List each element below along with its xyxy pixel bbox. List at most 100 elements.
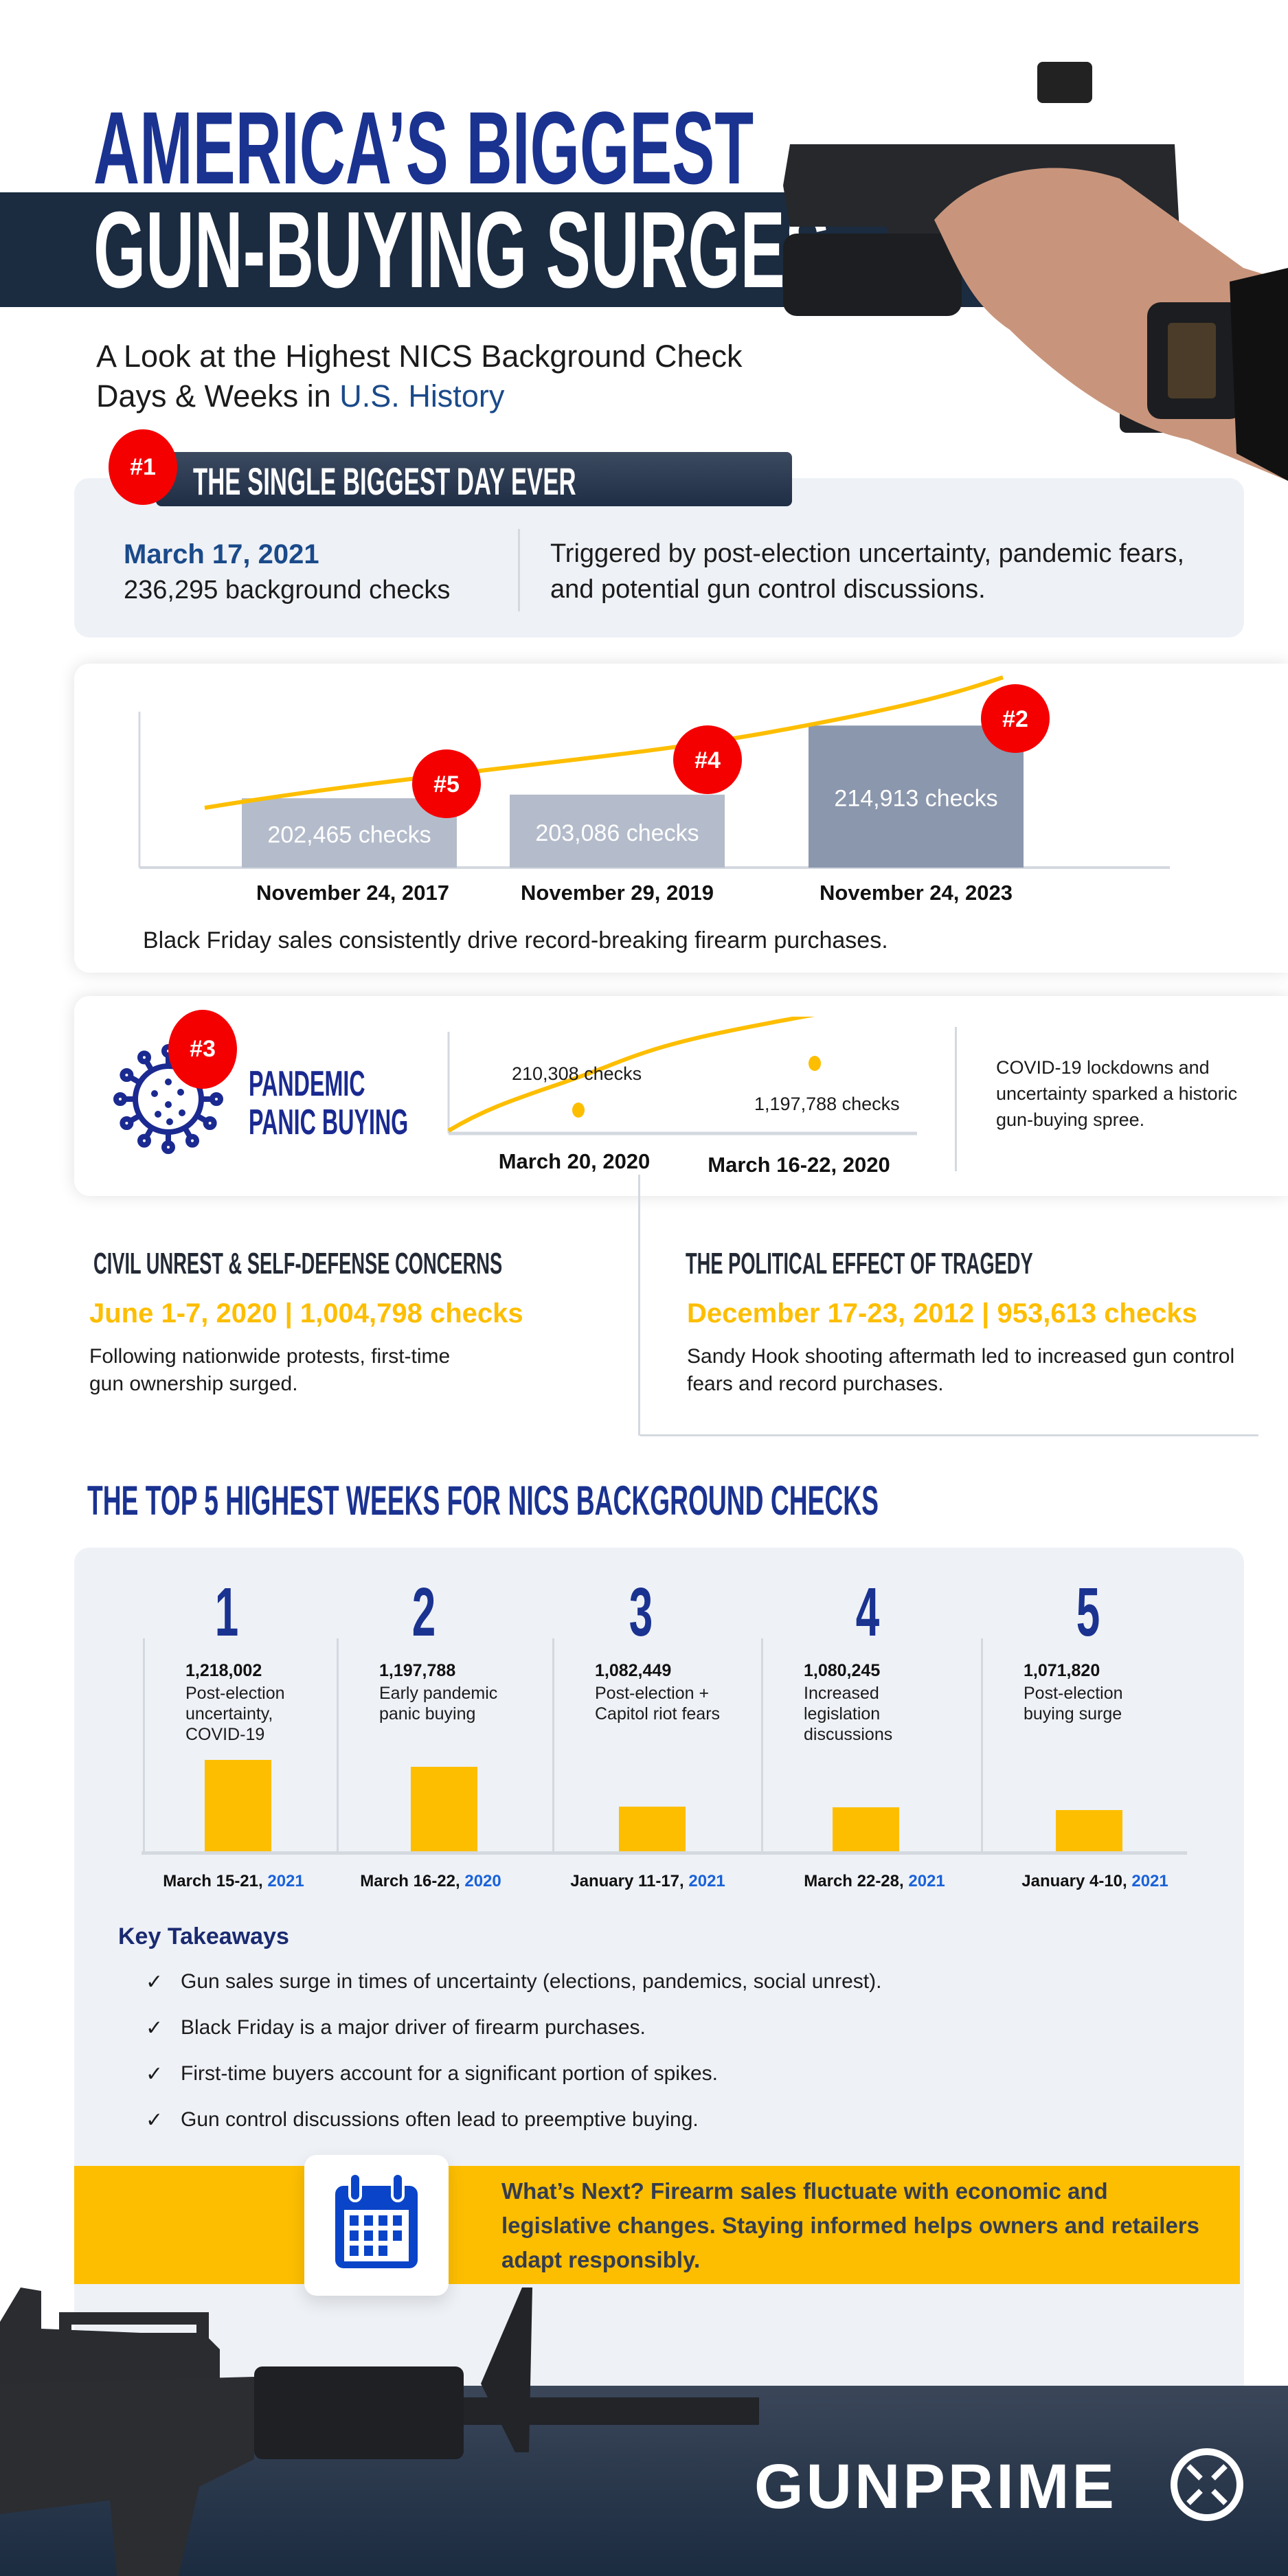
black-friday-bar: [242, 798, 457, 868]
point2-date: March 16-22, 2020: [708, 1153, 890, 1177]
check-icon: ✓: [146, 2017, 163, 2040]
calendar-icon: [335, 2172, 418, 2268]
pandemic-card: [74, 996, 1288, 1196]
week-year: 2021: [908, 1872, 945, 1890]
virus-icon: [113, 1044, 223, 1154]
week-description: Increased legislation discussions: [804, 1684, 893, 1744]
takeaway-item: Black Friday is a major driver of firear…: [181, 2016, 646, 2039]
black-friday-bar: [809, 725, 1024, 868]
week-bar: [411, 1767, 477, 1853]
column-divider: [761, 1638, 763, 1853]
calendar-box: [304, 2155, 449, 2296]
week-date: January 11-17, 2021: [570, 1872, 725, 1891]
biggest-day-checks: 236,295 background checks: [124, 576, 451, 605]
week-date-range: January 11-17,: [570, 1872, 689, 1890]
week-date: March 15-21, 2021: [163, 1872, 304, 1891]
week-bar: [1056, 1810, 1122, 1853]
week-date: March 22-28, 2021: [804, 1872, 945, 1891]
rifle-image: [0, 2287, 759, 2576]
week-bar: [833, 1807, 899, 1853]
top5-title: THE TOP 5 HIGHEST WEEKS FOR NICS BACKGRO…: [87, 1478, 879, 1524]
week-date-range: March 16-22,: [360, 1872, 465, 1890]
divider: [955, 1027, 957, 1171]
week-description: Post-election buying surge: [1024, 1684, 1123, 1724]
week-bar: [205, 1760, 271, 1853]
week-checks: 1,197,788: [379, 1661, 456, 1680]
divider: [640, 1434, 1258, 1436]
rank-badge-1: #1: [109, 429, 177, 505]
black-friday-chart: 202,465 checks 203,086 checks 214,913 chec…: [138, 675, 1170, 869]
point1-date: March 20, 2020: [498, 1149, 651, 1173]
black-friday-date: November 24, 2023: [820, 881, 1013, 905]
week-checks: 1,080,245: [804, 1661, 881, 1680]
tragedy-description: Sandy Hook shooting aftermath led to inc…: [687, 1345, 1235, 1395]
column-divider: [337, 1638, 339, 1853]
takeaways-title: Key Takeaways: [118, 1923, 289, 1950]
civil-unrest-description: Following nationwide protests, first-tim…: [89, 1345, 451, 1395]
rank-badge-3: #3: [168, 1010, 237, 1089]
biggest-day-date: March 17, 2021: [124, 539, 319, 569]
check-icon: ✓: [146, 1971, 163, 1993]
column-divider: [552, 1638, 554, 1853]
point-march-16-22: [809, 1056, 821, 1071]
column-divider: [143, 1638, 145, 1853]
week-description: Post-election + Capitol riot fears: [595, 1684, 721, 1724]
rank-number: 2: [411, 1574, 436, 1651]
week-year: 2021: [688, 1872, 725, 1890]
pandemic-title: PANDEMIC PANIC BUYING: [249, 1064, 409, 1142]
check-icon: ✓: [146, 2063, 163, 2086]
rank-badge-label: #5: [433, 771, 460, 798]
biggest-day-header: THE SINGLE BIGGEST DAY EVER: [156, 452, 792, 506]
point1-label: 210,308 checks: [512, 1063, 642, 1084]
biggest-day-description: Triggered by post-election uncertainty, …: [550, 539, 1185, 604]
week-description: Early pandemic panic buying: [379, 1684, 498, 1724]
takeaway-item: First-time buyers account for a signific…: [181, 2062, 718, 2085]
gunprime-logo: GUNPRIME: [754, 2452, 1117, 2522]
week-checks: 1,082,449: [595, 1661, 672, 1680]
week-year: 2021: [267, 1872, 304, 1890]
title-line-2: GUN-BUYING SURGES: [93, 190, 831, 310]
check-icon: ✓: [146, 2109, 163, 2132]
week-date: March 16-22, 2020: [360, 1872, 501, 1891]
week-date-range: March 15-21,: [163, 1872, 268, 1890]
week-description: Post-election uncertainty, COVID-19: [185, 1684, 285, 1744]
pandemic-description: COVID-19 lockdowns and uncertainty spark…: [996, 1057, 1238, 1130]
whats-next-text: What’s Next? Firearm sales fluctuate wit…: [501, 2178, 1199, 2272]
whats-next-band: [74, 2166, 1240, 2284]
rank-badge-label: #4: [694, 747, 721, 773]
tragedy-stat: December 17-23, 2012 | 953,613 checks: [687, 1298, 1197, 1329]
column-divider: [981, 1638, 983, 1853]
takeaway-item: Gun control discussions often lead to pr…: [181, 2108, 699, 2131]
pistol-hand-image: [783, 62, 1288, 481]
divider: [638, 1175, 640, 1436]
point-march-20: [572, 1103, 585, 1118]
pandemic-chart: [447, 1017, 917, 1136]
black-friday-date: November 24, 2017: [256, 881, 449, 905]
week-date-range: March 22-28,: [804, 1872, 909, 1890]
week-checks: 1,071,820: [1024, 1661, 1100, 1680]
week-year: 2020: [464, 1872, 501, 1890]
bar-value-label: 202,465 checks: [267, 822, 431, 848]
week-date: January 4-10, 2021: [1021, 1872, 1168, 1891]
rank-badge: [981, 684, 1050, 753]
tragedy-heading: THE POLITICAL EFFECT OF TRAGEDY: [686, 1247, 1033, 1280]
point2-label: 1,197,788 checks: [754, 1094, 900, 1114]
black-friday-caption: Black Friday sales consistently drive re…: [143, 927, 888, 953]
takeaway-item: Gun sales surge in times of uncertainty …: [181, 1970, 882, 1993]
black-friday-bar: [510, 794, 725, 868]
rank-badge-label: #2: [1002, 706, 1028, 732]
title-line-1: AMERICA’S BIGGEST: [93, 90, 754, 205]
rank-number: 3: [629, 1574, 653, 1651]
week-bar: [619, 1806, 686, 1853]
civil-unrest-heading: CIVIL UNREST & SELF-DEFENSE CONCERNS: [93, 1247, 503, 1280]
rank-number: 1: [214, 1574, 239, 1651]
divider: [518, 529, 520, 611]
rank-number: 4: [855, 1574, 880, 1651]
week-date-range: January 4-10,: [1021, 1872, 1132, 1890]
crosshair-logo-icon: [1171, 2448, 1243, 2521]
week-checks: 1,218,002: [185, 1661, 262, 1680]
rank-badge: [673, 725, 742, 794]
bar-value-label: 203,086 checks: [535, 820, 699, 846]
top5-baseline: [142, 1851, 1187, 1855]
bar-value-label: 214,913 checks: [834, 786, 997, 812]
